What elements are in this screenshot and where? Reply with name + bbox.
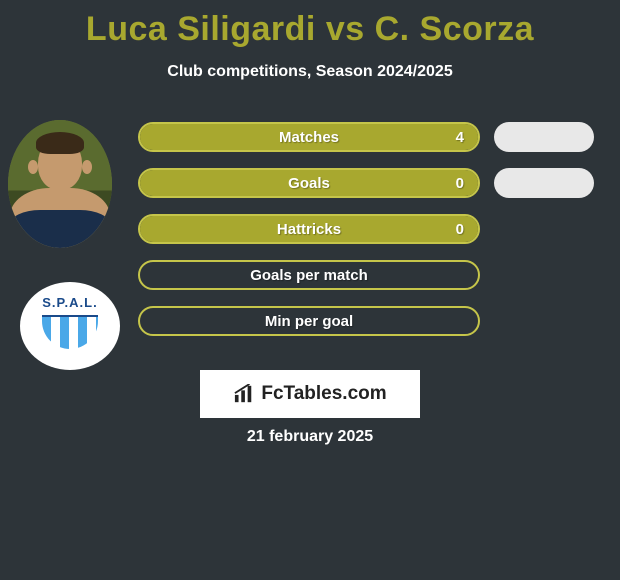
stat-bar-label: Min per goal [140,313,478,330]
right-pill [494,122,594,152]
right-pill [494,214,614,244]
subtitle: Club competitions, Season 2024/2025 [0,63,620,81]
stat-bar-value: 4 [456,129,464,146]
title-player-1: Luca Siligardi [86,10,316,48]
player-avatar [8,120,112,248]
date-label: 21 february 2025 [0,428,620,446]
source-logo-text: FcTables.com [261,383,386,405]
stat-bar: Min per goal [138,306,480,336]
stat-bar: Hattricks0 [138,214,480,244]
stat-bar-label: Hattricks [140,221,478,238]
title-vs: vs [326,10,365,48]
stat-bar-label: Goals [140,175,478,192]
left-column: S.P.A.L. [8,120,118,370]
stat-bar: Goals per match [138,260,480,290]
right-pill [494,260,614,290]
stat-bar-value: 0 [456,221,464,238]
right-pills [494,122,614,352]
stat-bar-label: Goals per match [140,267,478,284]
stat-bar-label: Matches [140,129,478,146]
stats-bars: Matches4Goals0Hattricks0Goals per matchM… [138,122,480,352]
chart-icon [233,384,255,404]
page-title: Luca Siligardi vs C. Scorza [0,0,620,49]
right-pill [494,306,614,336]
title-player-2: C. Scorza [375,10,534,48]
stat-bar: Matches4 [138,122,480,152]
club-badge-text: S.P.A.L. [31,295,109,310]
right-pill [494,168,594,198]
stat-bar-value: 0 [456,175,464,192]
stat-bar: Goals0 [138,168,480,198]
club-badge-stripes-icon [42,315,98,349]
club-badge: S.P.A.L. [20,282,120,370]
source-logo: FcTables.com [200,370,420,418]
